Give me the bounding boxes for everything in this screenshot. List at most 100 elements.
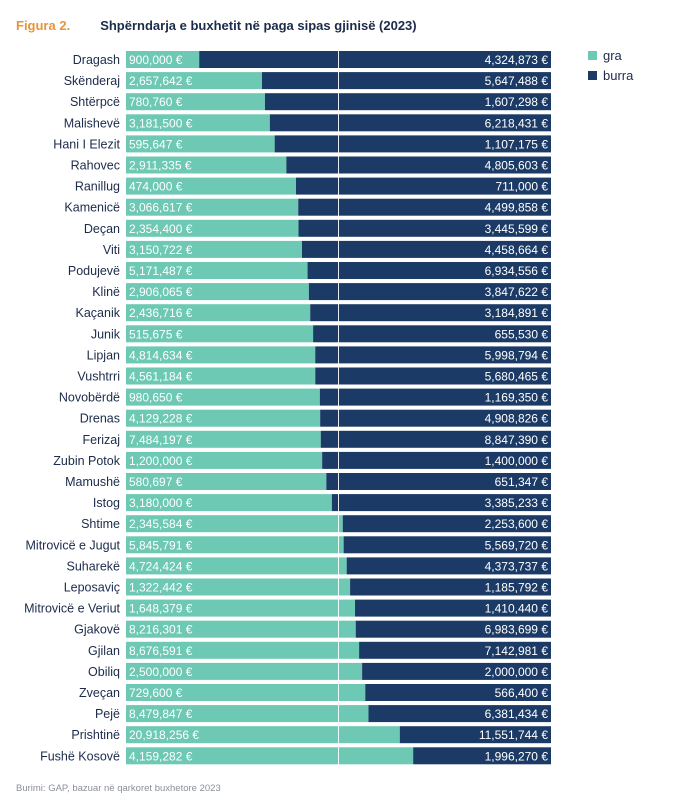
value-label-gra: 2,354,400 € [129, 222, 193, 236]
bar-burra [331, 494, 551, 512]
category-label: Malishevë [64, 116, 120, 130]
bar-burra [307, 262, 551, 279]
bar-row: Leposaviç 1,322,442 € 1,185,792 € [64, 578, 551, 596]
value-label-gra: 3,150,722 € [129, 243, 193, 257]
bar-gra [126, 726, 400, 744]
category-label: Mitrovicë e Jugut [26, 538, 121, 552]
bar-row: Gjilan 8,676,591 € 7,142,981 € [88, 641, 551, 659]
bar-gra [126, 219, 299, 237]
value-label-burra: 4,805,603 € [485, 159, 549, 173]
bar-row: Viti 3,150,722 € 4,458,664 € [103, 240, 551, 258]
bar-burra [362, 662, 551, 680]
value-label-burra: 11,551,744 € [479, 728, 549, 742]
bar-burra [301, 240, 551, 258]
legend-label-gra: gra [603, 47, 622, 63]
category-label: Novobërdë [59, 391, 120, 405]
bar-gra [126, 262, 308, 279]
category-label: Zveçan [79, 686, 120, 700]
value-label-burra: 1,607,298 € [485, 95, 549, 109]
bar-row: Mitrovicë e Jugut 5,845,791 € 5,569,720 € [26, 536, 551, 554]
bar-burra [286, 156, 551, 174]
value-label-gra: 2,345,584 € [129, 517, 193, 531]
bar-burra [346, 557, 551, 575]
bar-burra [296, 177, 551, 195]
value-label-gra: 4,159,282 € [129, 749, 193, 763]
value-label-burra: 4,908,826 € [485, 412, 549, 426]
figure-title: Shpërndarja e buxhetit në paga sipas gji… [100, 18, 417, 33]
category-label: Lipjan [87, 348, 120, 362]
bar-row: Mamushë 580,697 € 651,347 € [65, 473, 551, 490]
legend-item-gra: gra [588, 46, 633, 64]
bar-burra [413, 747, 551, 765]
value-label-gra: 7,484,197 € [129, 433, 193, 447]
value-label-burra: 5,569,720 € [485, 538, 549, 552]
bar-burra [313, 325, 551, 343]
bar-row: Deçan 2,354,400 € 3,445,599 € [84, 219, 551, 237]
bar-gra [126, 409, 321, 427]
bar-row: Podujevë 5,171,487 € 6,934,556 € [68, 262, 551, 279]
bar-burra [199, 51, 551, 68]
value-label-burra: 3,445,599 € [485, 222, 549, 236]
value-label-gra: 474,000 € [129, 180, 183, 194]
value-label-gra: 595,647 € [129, 137, 183, 151]
category-label: Klinë [92, 285, 120, 299]
value-label-burra: 711,000 € [496, 180, 549, 194]
category-label: Shtërpcë [70, 95, 120, 109]
bar-gra [126, 451, 323, 469]
category-label: Istog [93, 496, 120, 510]
bar-gra [126, 325, 314, 343]
value-label-gra: 8,479,847 € [129, 707, 193, 721]
value-label-burra: 1,410,440 € [485, 602, 549, 616]
value-label-gra: 1,648,379 € [129, 602, 193, 616]
bar-row: Obiliq 2,500,000 € 2,000,000 € [88, 662, 551, 680]
value-label-burra: 8,847,390 € [485, 433, 549, 447]
bar-gra [126, 494, 332, 512]
value-label-burra: 2,253,600 € [485, 517, 549, 531]
bar-gra [126, 240, 302, 258]
bar-row: Kamenicë 3,066,617 € 4,499,858 € [64, 198, 551, 216]
value-label-gra: 980,650 € [129, 391, 183, 405]
value-label-gra: 4,724,424 € [129, 559, 193, 573]
bar-gra [126, 578, 351, 596]
value-label-burra: 5,998,794 € [485, 348, 549, 362]
bar-row: Gjakovë 8,216,301 € 6,983,699 € [74, 620, 551, 638]
value-label-burra: 4,324,873 € [485, 53, 549, 67]
value-label-gra: 1,322,442 € [129, 581, 193, 595]
bar-row: Zveçan 729,600 € 566,400 € [79, 684, 551, 701]
category-label: Gjakovë [74, 623, 120, 637]
value-label-burra: 3,385,233 € [485, 496, 549, 510]
bar-gra [126, 705, 369, 723]
value-label-burra: 7,142,981 € [485, 644, 549, 658]
value-label-burra: 5,680,465 € [485, 370, 549, 384]
bar-gra [126, 367, 316, 385]
category-label: Zubin Potok [53, 454, 120, 468]
bar-row: Fushë Kosovë 4,159,282 € 1,996,270 € [40, 747, 551, 765]
bar-gra [126, 662, 363, 680]
bar-gra [126, 599, 356, 617]
bar-burra [264, 93, 551, 111]
bar-gra [126, 346, 316, 364]
bar-row: Junik 515,675 € 655,530 € [91, 325, 551, 343]
bar-gra [126, 684, 366, 701]
value-label-gra: 3,180,000 € [129, 496, 193, 510]
value-label-burra: 5,647,488 € [485, 74, 549, 88]
bar-burra [262, 72, 551, 90]
bar-row: Klinë 2,906,065 € 3,847,622 € [92, 283, 551, 301]
value-label-burra: 655,530 € [495, 327, 549, 341]
category-label: Gjilan [88, 644, 120, 658]
bar-row: Shtërpcë 780,760 € 1,607,298 € [70, 93, 551, 111]
value-label-gra: 3,181,500 € [129, 116, 193, 130]
bar-gra [126, 557, 347, 575]
category-label: Fushë Kosovë [40, 749, 120, 763]
value-label-gra: 2,906,065 € [129, 285, 193, 299]
category-label: Obiliq [88, 665, 120, 679]
value-label-gra: 4,129,228 € [129, 412, 193, 426]
value-label-burra: 566,400 € [495, 686, 549, 700]
category-label: Deçan [84, 222, 120, 236]
bar-burra [298, 198, 551, 216]
category-label: Viti [103, 243, 120, 257]
bar-burra [298, 219, 551, 237]
value-label-burra: 1,996,270 € [485, 749, 549, 763]
bar-row: Hani I Elezit 595,647 € 1,107,175 € [53, 135, 551, 153]
value-label-gra: 4,561,184 € [129, 370, 193, 384]
